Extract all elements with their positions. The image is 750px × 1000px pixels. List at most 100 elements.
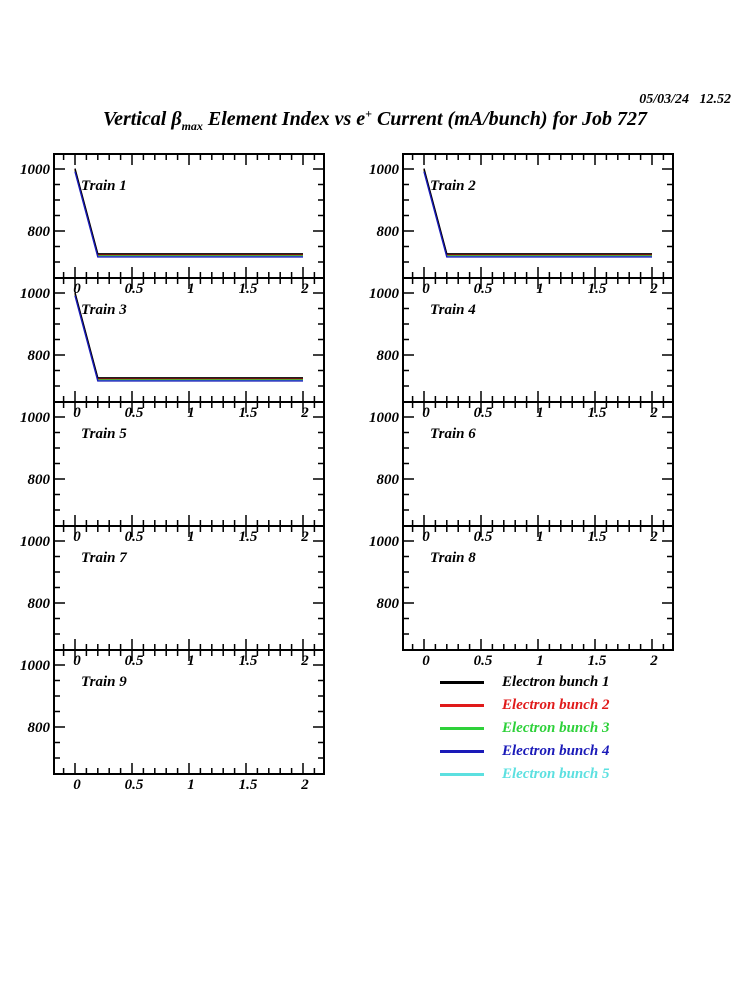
page-title: Vertical βmax Element Index vs e+ Curren… (103, 106, 648, 133)
plot-area (404, 527, 672, 649)
legend-item-5: Electron bunch 5 (440, 763, 610, 786)
x-tick-label-1: 1 (536, 653, 544, 669)
bunch-1-curve (74, 168, 303, 255)
legend-item-1: Electron bunch 1 (440, 671, 610, 694)
bunch-1-curve (423, 168, 652, 255)
x-tick-label-0: 0 (73, 653, 81, 669)
x-tick-label-1.5: 1.5 (587, 653, 607, 669)
axis-ticks (55, 527, 323, 649)
axis-ticks (404, 527, 672, 649)
x-tick-label-1: 1 (536, 281, 544, 297)
x-tick-label-0: 0 (422, 281, 430, 297)
train-panel-1: Train 1 1000 800 0 0.5 1 1.5 2 (20, 153, 325, 297)
x-tick-label-2: 2 (650, 281, 658, 297)
plot-area (404, 279, 672, 401)
y-axis-label-1000: 1000 (20, 162, 50, 178)
x-tick-label-2: 2 (650, 529, 658, 545)
x-tick-label-0: 0 (73, 529, 81, 545)
train-label: Train 9 (81, 674, 127, 690)
y-axis-label-800: 800 (376, 348, 400, 364)
x-tick-label-1.5: 1.5 (238, 653, 258, 669)
bunch-4-curve (423, 171, 652, 258)
title-superscript-plus: + (365, 106, 372, 121)
title-text-3: Current (mA/bunch) for Job 727 (371, 108, 648, 130)
x-tick-label-1.5: 1.5 (238, 281, 258, 297)
legend-item-3: Electron bunch 3 (440, 717, 610, 740)
legend-item-label: Electron bunch 4 (502, 743, 610, 759)
y-axis-label-1000: 1000 (20, 410, 50, 426)
y-axis-label-1000: 1000 (20, 286, 50, 302)
plot-area (55, 527, 323, 649)
y-axis-label-1000: 1000 (369, 534, 399, 550)
axis-ticks (404, 403, 672, 525)
x-tick-label-2: 2 (301, 529, 309, 545)
x-tick-label-1: 1 (187, 653, 195, 669)
x-tick-label-1.5: 1.5 (238, 777, 258, 793)
legend-item-label: Electron bunch 2 (502, 697, 610, 713)
x-tick-label-0.5: 0.5 (473, 405, 493, 421)
axis-ticks (55, 403, 323, 525)
x-tick-label-0.5: 0.5 (124, 777, 144, 793)
legend-line-swatch (440, 704, 484, 707)
plot-area (55, 279, 323, 401)
x-tick-label-2: 2 (650, 405, 658, 421)
x-tick-label-1: 1 (187, 281, 195, 297)
x-tick-label-0.5: 0.5 (124, 281, 144, 297)
axis-ticks (404, 155, 672, 277)
train-panel-8: Train 8 1000 800 0 0.5 1 1.5 2 (369, 525, 674, 669)
x-tick-label-1.5: 1.5 (238, 405, 258, 421)
legend-line-swatch (440, 773, 484, 776)
x-tick-label-1.5: 1.5 (587, 405, 607, 421)
y-axis-label-800: 800 (27, 472, 51, 488)
train-label: Train 1 (81, 178, 127, 194)
x-tick-label-0: 0 (73, 281, 81, 297)
x-tick-label-2: 2 (301, 777, 309, 793)
x-tick-label-0.5: 0.5 (124, 529, 144, 545)
y-axis-label-1000: 1000 (20, 534, 50, 550)
train-panel-2: Train 2 1000 800 0 0.5 1 1.5 2 (369, 153, 674, 297)
train-label: Train 7 (81, 550, 127, 566)
bunch-1-curve (74, 292, 303, 379)
x-tick-label-1.5: 1.5 (587, 281, 607, 297)
x-tick-label-1: 1 (187, 777, 195, 793)
panel-column-left: Train 1 1000 800 0 0.5 1 1.5 2 Train 3 1000 … (20, 153, 325, 793)
title-subscript-max: max (181, 119, 203, 133)
plot-area (404, 403, 672, 525)
legend-line-swatch (440, 681, 484, 684)
x-tick-label-1: 1 (536, 529, 544, 545)
plot-area (55, 403, 323, 525)
x-tick-label-0: 0 (422, 653, 430, 669)
timestamp: 05/03/24 12.52 (639, 92, 731, 107)
bunch-4-curve (74, 171, 303, 258)
train-panel-4: Train 4 1000 800 0 0.5 1 1.5 2 (369, 277, 674, 421)
x-tick-label-0.5: 0.5 (124, 653, 144, 669)
axis-ticks (55, 651, 323, 773)
x-tick-label-0.5: 0.5 (473, 653, 493, 669)
beta-symbol: β (171, 108, 182, 130)
legend-item-label: Electron bunch 5 (502, 766, 610, 782)
x-tick-label-2: 2 (301, 405, 309, 421)
x-tick-label-0.5: 0.5 (473, 529, 493, 545)
x-tick-label-1.5: 1.5 (587, 529, 607, 545)
x-tick-label-0: 0 (422, 405, 430, 421)
y-axis-label-1000: 1000 (369, 162, 399, 178)
panel-column-right: Train 2 1000 800 0 0.5 1 1.5 2 Train 4 1000 … (369, 153, 674, 669)
legend-line-swatch (440, 750, 484, 753)
plot-area (55, 651, 323, 773)
plot-area (404, 155, 672, 277)
x-tick-label-0: 0 (422, 529, 430, 545)
y-axis-label-800: 800 (27, 348, 51, 364)
x-tick-label-1: 1 (536, 405, 544, 421)
legend-item-label: Electron bunch 3 (502, 720, 610, 736)
x-tick-label-2: 2 (301, 653, 309, 669)
train-label: Train 6 (430, 426, 476, 442)
legend-item-4: Electron bunch 4 (440, 740, 610, 763)
y-axis-label-800: 800 (376, 472, 400, 488)
y-axis-label-800: 800 (376, 224, 400, 240)
y-axis-label-800: 800 (27, 224, 51, 240)
x-tick-label-1: 1 (187, 529, 195, 545)
x-tick-label-1: 1 (187, 405, 195, 421)
plot-area (55, 155, 323, 277)
train-label: Train 2 (430, 178, 476, 194)
